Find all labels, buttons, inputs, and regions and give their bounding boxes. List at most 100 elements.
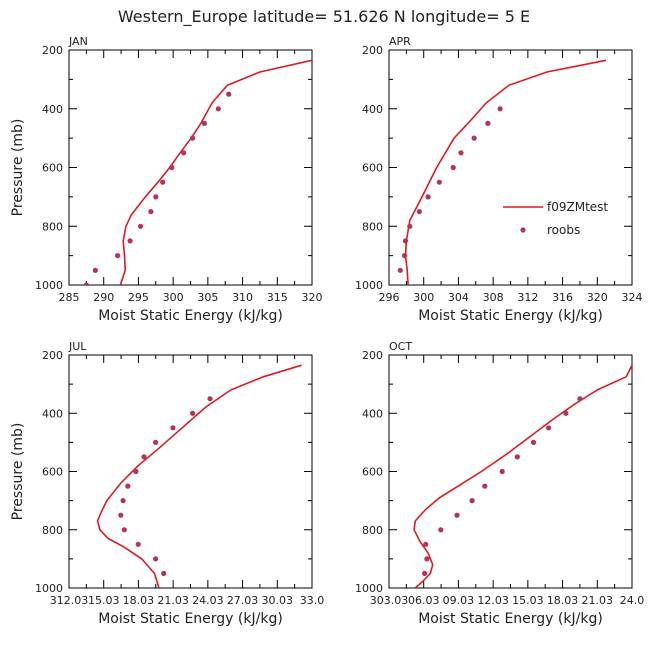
panel-title: OCT — [389, 340, 412, 353]
x-tick-label: 15.03 — [512, 594, 544, 607]
panel-title: APR — [389, 35, 411, 48]
y-axis-label: Pressure (mb) — [10, 423, 26, 521]
x-tick-label: 290 — [93, 291, 114, 304]
obs-point — [137, 223, 144, 229]
x-tick-label: 300 — [163, 291, 184, 304]
y-tick-label: 1000 — [355, 582, 383, 595]
obs-point — [83, 282, 89, 285]
x-tick-label: 18.03 — [547, 594, 579, 607]
y-tick-label: 400 — [42, 407, 63, 420]
x-tick-label: 308 — [483, 291, 504, 304]
obs-point — [514, 454, 520, 460]
x-tick-label: 21.03 — [157, 594, 189, 607]
panel-apr: APR 296 300 304 308 312 316 320 324 200 400 600 800 1… — [355, 35, 643, 324]
obs-point — [482, 483, 488, 489]
x-axis-label: Moist Static Energy (kJ/kg) — [98, 611, 283, 627]
x-tick-label: 315 — [267, 291, 288, 304]
obs-point — [121, 527, 127, 533]
obs-point — [190, 135, 196, 141]
y-tick-label: 600 — [362, 162, 383, 175]
x-tick-label: 24.03 — [192, 594, 224, 607]
obs-point — [127, 238, 133, 244]
y-tick-label: 800 — [42, 524, 63, 537]
obs-point — [485, 120, 491, 126]
obs-point — [92, 267, 98, 273]
x-tick-label: 320 — [587, 291, 608, 304]
x-tick-label: 285 — [59, 291, 80, 304]
x-tick-label: 304 — [448, 291, 469, 304]
x-tick-label: 12.03 — [477, 594, 509, 607]
model-profile-line — [413, 364, 632, 588]
obs-point — [170, 425, 176, 431]
obs-point — [402, 238, 409, 244]
y-tick-label: 600 — [42, 466, 63, 479]
y-tick-label: 200 — [42, 349, 63, 362]
obs-point — [458, 150, 464, 156]
x-tick-label: 09.03 — [443, 594, 475, 607]
obs-point — [402, 253, 408, 259]
y-tick-label: 200 — [42, 44, 63, 57]
obs-point — [153, 556, 159, 562]
x-tick-label: 06.03 — [408, 594, 440, 607]
x-axis-label: Moist Static Energy (kJ/kg) — [98, 308, 283, 324]
obs-point — [471, 135, 477, 141]
x-tick-label: 305 — [197, 291, 218, 304]
x-tick-label: 300 — [413, 291, 434, 304]
panel-title: JUL — [68, 340, 87, 353]
obs-point — [215, 106, 221, 112]
obs-point — [135, 541, 141, 547]
obs-point — [118, 512, 124, 518]
x-tick-label: 15.03 — [88, 594, 120, 607]
obs-point — [577, 396, 583, 402]
y-tick-label: 800 — [362, 524, 383, 537]
y-axis-label: Pressure (mb) — [10, 119, 26, 217]
obs-point — [226, 91, 232, 97]
plot-frame — [68, 354, 313, 589]
obs-point — [436, 179, 442, 185]
obs-point — [499, 468, 505, 475]
x-tick-label: 310 — [232, 291, 253, 304]
obs-point — [454, 512, 460, 518]
panel-title: JAN — [68, 35, 88, 48]
legend-obs-label: roobs — [547, 223, 580, 237]
x-tick-label: 30.03 — [262, 594, 294, 607]
obs-point — [141, 454, 147, 460]
model-profile-line — [96, 364, 302, 588]
obs-point — [201, 120, 207, 126]
obs-point — [190, 410, 196, 416]
legend-obs-swatch — [520, 227, 526, 233]
y-tick-label: 800 — [362, 220, 383, 233]
plot-area — [413, 364, 632, 588]
obs-point — [425, 194, 431, 200]
x-tick-label: 33.0 — [300, 594, 325, 607]
plot-area — [96, 364, 302, 588]
x-tick-label: 312 — [517, 291, 538, 304]
y-tick-label: 600 — [42, 162, 63, 175]
figure-title: Western_Europe latitude= 51.626 N longit… — [118, 7, 530, 27]
x-axis-label: Moist Static Energy (kJ/kg) — [418, 611, 603, 627]
x-tick-label: 24.0 — [620, 594, 645, 607]
y-tick-label: 1000 — [35, 279, 63, 292]
obs-point — [530, 439, 537, 445]
obs-point — [133, 468, 139, 475]
x-tick-label: 296 — [379, 291, 400, 304]
obs-point — [450, 164, 456, 171]
legend-model-label: f09ZMtest — [547, 200, 608, 214]
model-profile-line — [404, 59, 607, 285]
legend: f09ZMtest roobs — [500, 195, 608, 245]
obs-point — [438, 527, 444, 533]
obs-point — [423, 541, 429, 547]
obs-point — [407, 223, 413, 229]
plot-frame — [388, 354, 633, 589]
obs-point — [115, 253, 121, 259]
obs-point — [120, 498, 126, 504]
obs-point — [497, 106, 503, 112]
plot-area — [83, 59, 312, 285]
panel-oct: OCT 303.03 06.03 09.03 12.03 15.03 18.03 21.03 2… — [355, 340, 644, 627]
x-tick-label: 312.03 — [50, 594, 89, 607]
x-tick-label: 18.03 — [123, 594, 155, 607]
y-tick-label: 400 — [362, 407, 383, 420]
obs-point — [546, 425, 552, 431]
y-tick-label: 400 — [362, 103, 383, 116]
